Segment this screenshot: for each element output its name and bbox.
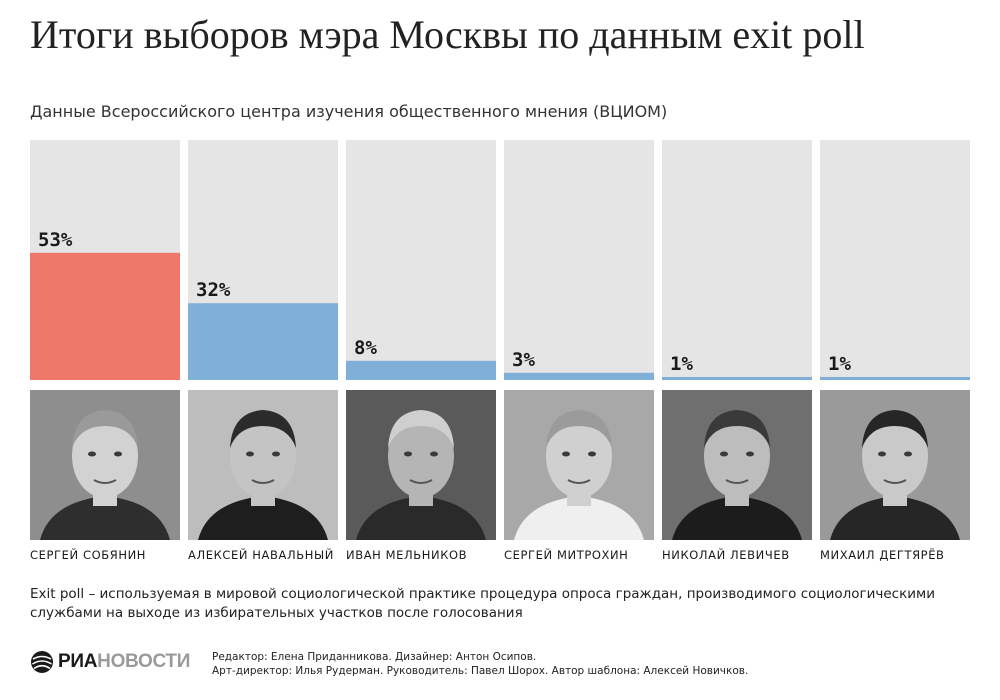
globe-icon bbox=[31, 651, 53, 673]
credits-line: Арт-директор: Илья Рудерман. Руководител… bbox=[212, 665, 749, 677]
candidate-photo bbox=[346, 390, 496, 540]
bar-value-label: 32% bbox=[196, 279, 231, 301]
bar bbox=[346, 360, 496, 380]
credits: Редактор: Елена Приданникова. Дизайнер: … bbox=[212, 650, 748, 678]
bar-chart: 53% 32% 8% 3% 1% 1% bbox=[30, 140, 970, 380]
bar-track bbox=[504, 140, 654, 380]
bar bbox=[30, 252, 180, 380]
candidate-name: НИКОЛАЙ ЛЕВИЧЕВ bbox=[662, 548, 790, 562]
candidate-name: МИХАИЛ ДЕГТЯРЁВ bbox=[820, 548, 945, 562]
bar-value-label: 3% bbox=[512, 349, 535, 371]
candidate-name: ИВАН МЕЛЬНИКОВ bbox=[346, 548, 468, 562]
bar-track bbox=[346, 140, 496, 380]
candidate-photo bbox=[504, 390, 654, 540]
bar-track bbox=[820, 140, 970, 380]
ria-novosti-logo: РИАНОВОСТИ bbox=[30, 650, 190, 674]
candidate-photo bbox=[820, 390, 970, 540]
bar bbox=[820, 377, 970, 380]
page-title: Итоги выборов мэра Москвы по данным exit… bbox=[30, 12, 865, 57]
bar-value-label: 1% bbox=[670, 353, 693, 375]
bar bbox=[188, 303, 338, 380]
bar bbox=[662, 377, 812, 380]
bar-value-label: 53% bbox=[38, 229, 73, 251]
bar-value-label: 8% bbox=[354, 337, 377, 359]
candidate-name: СЕРГЕЙ СОБЯНИН bbox=[30, 548, 147, 562]
candidate-name: АЛЕКСЕЙ НАВАЛЬНЫЙ bbox=[188, 548, 334, 562]
candidate-photo bbox=[662, 390, 812, 540]
footnote: Exit poll – используемая в мировой социо… bbox=[30, 586, 935, 621]
bar bbox=[504, 372, 654, 380]
candidate-photo bbox=[30, 390, 180, 540]
logo-text-novosti: НОВОСТИ bbox=[97, 651, 191, 672]
candidate-photo bbox=[188, 390, 338, 540]
credits-line: Редактор: Елена Приданникова. Дизайнер: … bbox=[212, 651, 537, 663]
candidate-name: СЕРГЕЙ МИТРОХИН bbox=[504, 548, 629, 562]
bar-value-label: 1% bbox=[828, 353, 851, 375]
bar-track bbox=[662, 140, 812, 380]
logo-text-ria: РИА bbox=[58, 651, 98, 672]
page-subtitle: Данные Всероссийского центра изучения об… bbox=[30, 102, 668, 121]
